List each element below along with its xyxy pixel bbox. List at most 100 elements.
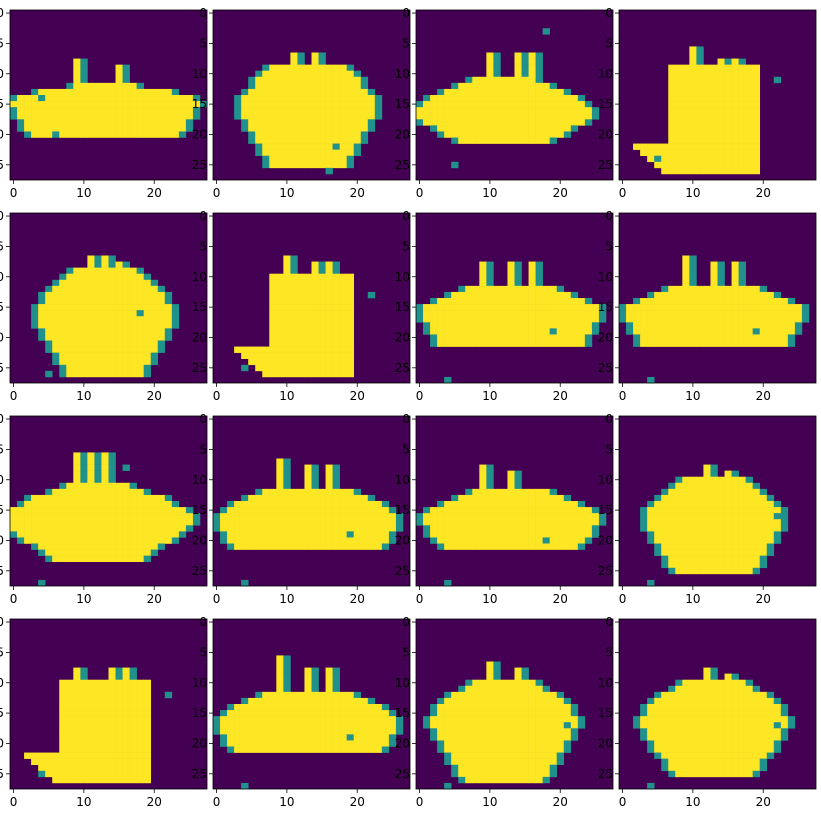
heatmap-cell: [731, 328, 739, 335]
heatmap-cell: [87, 734, 95, 741]
heatmap-cell: [304, 716, 312, 723]
heatmap-cell: [486, 697, 494, 705]
heatmap-cell: [556, 316, 565, 323]
heatmap-cell: [80, 58, 88, 65]
heatmap-cell: [66, 113, 74, 120]
heatmap-cell: [640, 710, 648, 717]
heatmap-cell: [675, 507, 683, 514]
heatmap-cell: [255, 728, 263, 735]
heatmap-cell: [710, 464, 718, 471]
heatmap-cell: [59, 697, 67, 705]
y-tick-label: 10: [598, 676, 613, 690]
heatmap-cell: [115, 537, 123, 544]
heatmap-cell: [493, 82, 501, 90]
heatmap-cell: [87, 746, 95, 753]
heatmap-cell: [297, 340, 305, 347]
heatmap-cell: [297, 316, 305, 323]
heatmap-cell: [108, 722, 116, 729]
heatmap-cell: [675, 119, 683, 126]
heatmap-cell: [703, 752, 711, 759]
heatmap-cell: [640, 334, 648, 341]
heatmap-cell: [122, 776, 130, 784]
heatmap-cell: [38, 764, 46, 772]
heatmap-cell: [759, 298, 768, 305]
heatmap-cell: [150, 513, 159, 520]
heatmap-cell: [703, 488, 711, 496]
heatmap-cell: [108, 334, 116, 341]
heatmap-cell: [500, 710, 508, 717]
heatmap-cell: [528, 722, 536, 729]
heatmap-cell: [717, 107, 725, 114]
heatmap-cell: [465, 291, 473, 299]
heatmap-cell: [486, 279, 494, 287]
heatmap-cell: [66, 679, 74, 687]
heatmap-cell: [129, 352, 137, 360]
heatmap-cell: [332, 513, 340, 520]
heatmap-cell: [731, 304, 739, 311]
heatmap-cell: [101, 549, 109, 556]
heatmap-cell: [766, 752, 775, 759]
heatmap-cell: [710, 537, 718, 544]
heatmap-cell: [59, 770, 67, 778]
heatmap-cell: [654, 728, 662, 735]
heatmap-cell: [493, 137, 501, 144]
heatmap-cell: [584, 101, 593, 108]
heatmap-cell: [717, 137, 725, 144]
heatmap-cell: [192, 101, 201, 108]
heatmap-cell: [325, 543, 333, 550]
heatmap-cell: [80, 76, 88, 84]
heatmap-cell: [710, 143, 718, 150]
heatmap-cell: [465, 716, 473, 723]
heatmap-cell: [717, 716, 725, 723]
heatmap-cell: [724, 740, 732, 747]
heatmap-cell: [668, 513, 676, 520]
heatmap-cell: [150, 340, 159, 347]
heatmap-cell: [297, 352, 305, 360]
heatmap-cell: [458, 137, 466, 144]
heatmap-cell: [640, 734, 648, 741]
heatmap-cell: [661, 340, 669, 347]
heatmap-cell: [311, 304, 319, 311]
heatmap-cell: [647, 291, 655, 299]
heatmap-cell: [773, 291, 782, 299]
heatmap-cell: [647, 328, 655, 335]
heatmap-cell: [472, 328, 480, 335]
heatmap-cell: [577, 101, 586, 108]
heatmap-cell: [696, 76, 704, 84]
heatmap-cell: [101, 734, 109, 741]
heatmap-cell: [423, 322, 431, 329]
heatmap-cell: [437, 113, 445, 120]
heatmap-cell: [241, 710, 249, 717]
heatmap-cell: [332, 722, 340, 729]
heatmap-cell: [493, 764, 501, 772]
heatmap-cell: [234, 531, 242, 538]
heatmap-cell: [80, 285, 88, 293]
heatmap-cell: [108, 476, 116, 484]
heatmap-cell: [437, 746, 445, 753]
heatmap-cell: [87, 298, 95, 305]
y-tick-label: 20: [598, 330, 613, 344]
heatmap-cell: [752, 119, 761, 126]
heatmap-cell: [430, 722, 438, 729]
heatmap-cell: [262, 352, 270, 360]
heatmap-cell: [766, 531, 775, 538]
heatmap-cell: [465, 285, 473, 293]
heatmap-cell: [444, 501, 452, 508]
heatmap-cell: [465, 531, 473, 538]
heatmap-cell: [773, 537, 782, 544]
heatmap-cell: [332, 746, 340, 753]
heatmap-cell: [521, 525, 529, 532]
heatmap-cell: [332, 261, 340, 268]
heatmap-cell: [514, 691, 522, 699]
heatmap-cell: [52, 316, 60, 323]
heatmap-cell: [80, 537, 88, 544]
heatmap-cell: [437, 728, 445, 735]
heatmap-cell: [66, 710, 74, 717]
heatmap-cell: [542, 291, 550, 299]
heatmap-cell: [388, 716, 397, 723]
heatmap-cell: [724, 752, 732, 759]
heatmap-cell: [521, 776, 529, 784]
heatmap-cell: [269, 543, 277, 550]
heatmap-cell: [703, 770, 711, 778]
heatmap-cell: [479, 740, 487, 747]
